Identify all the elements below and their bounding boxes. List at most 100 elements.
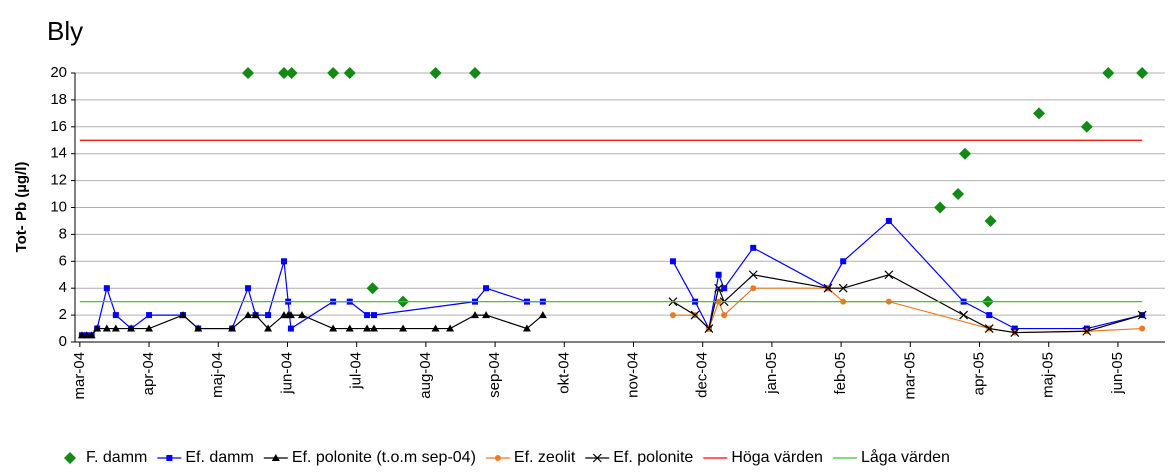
y-tick-label: 0 [59,333,67,350]
x-tick-label: maj-05 [1040,352,1057,398]
marker [482,311,491,319]
marker [264,324,273,332]
legend-item: Låga värden [832,448,950,466]
x-tick-label: mar-04 [71,352,88,400]
marker [366,282,379,295]
marker [704,324,714,333]
legend-label: Höga värden [731,449,823,466]
marker [287,325,294,332]
legend-item: Ef. damm [157,449,254,466]
legend-label: Ef. polonite [613,449,693,466]
marker [429,67,442,79]
x-tick-label: maj-04 [209,352,226,398]
marker [840,258,847,265]
marker [102,324,111,332]
marker [984,324,994,333]
marker [538,311,547,319]
marker [1011,325,1018,332]
marker [245,285,252,292]
marker [431,324,440,332]
marker [1137,310,1147,320]
x-tick-label: aug-04 [417,352,434,399]
marker [469,67,482,79]
marker [285,67,298,79]
marker [748,270,758,280]
x-tick-label: nov-04 [624,352,641,398]
marker [592,453,602,463]
marker [1010,328,1020,338]
y-tick-label: 8 [59,225,67,242]
y-tick-label: 6 [59,252,67,269]
marker [884,270,894,280]
x-tick-label: sep-04 [486,352,503,398]
marker [145,324,154,332]
y-tick-label: 20 [50,64,67,81]
legend-item: Ef. zeolit [485,449,576,466]
series-line [81,220,1143,336]
marker [446,324,455,332]
marker [278,67,291,79]
marker [669,312,676,319]
marker [885,217,892,224]
y-tick-label: 18 [50,91,67,108]
series-line [672,287,1143,334]
y-tick-label: 14 [50,145,67,162]
marker [369,324,378,332]
marker [669,258,676,265]
marker [146,312,153,319]
legend-item: F. damm [64,449,147,466]
x-tick-label: feb-05 [832,352,849,395]
marker [715,271,722,278]
legend-item: Ef. polonite (t.o.m sep-04) [263,449,476,466]
marker [986,312,993,319]
series-line [672,274,1143,334]
y-tick-label: 2 [59,306,67,323]
marker [958,147,971,160]
y-tick-label: 10 [50,198,67,215]
marker [271,454,280,461]
marker [194,324,203,332]
x-tick-label: dec-04 [694,352,711,398]
x-tick-label: okt-04 [555,352,572,394]
y-tick-label: 4 [59,279,67,296]
legend-label: Ef. polonite (t.o.m sep-04) [292,449,476,466]
marker [471,311,480,319]
marker [166,455,173,461]
marker [242,67,255,79]
marker [959,310,969,320]
marker [345,324,354,332]
marker [327,67,340,79]
marker [93,324,102,332]
marker [364,312,371,319]
marker [178,311,187,319]
marker [483,285,490,292]
marker [750,244,757,251]
marker [64,452,76,464]
x-tick-label: apr-05 [970,352,987,395]
x-tick-label: jan-05 [763,352,780,395]
x-tick-label: apr-04 [140,352,157,395]
marker [721,312,728,319]
marker [750,285,757,292]
x-tick-label: mar-05 [901,352,918,400]
marker [1102,67,1115,79]
y-axis-label: Tot- Pb (µg/l) [13,162,30,253]
legend-item: Ef. polonite [585,449,693,466]
marker [112,312,119,319]
marker [228,324,237,332]
marker [103,285,110,292]
x-tick-label: jul-04 [348,352,365,390]
marker [1033,107,1046,120]
marker [251,311,260,319]
marker [494,455,501,461]
marker [127,324,136,332]
marker [87,331,96,339]
legend-label: Ef. zeolit [514,449,576,466]
marker [952,188,965,201]
legend-label: Låga värden [861,448,950,466]
marker [343,67,356,79]
marker [244,311,253,319]
y-tick-label: 16 [50,118,67,135]
chart-title: Bly [47,16,83,46]
